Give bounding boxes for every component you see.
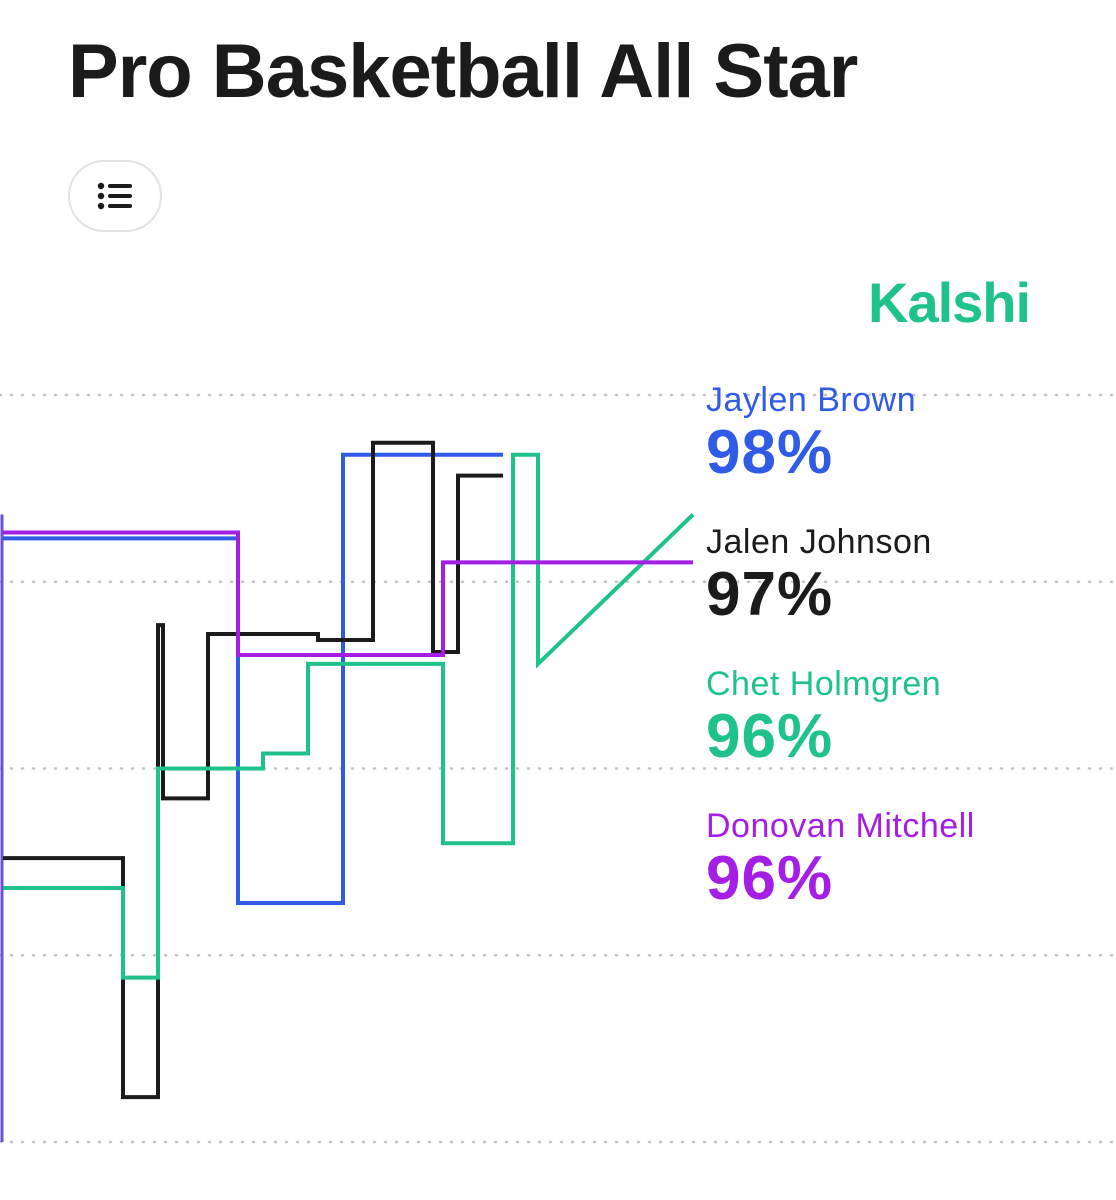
series-line-jalen-johnson (3, 440, 503, 1100)
legend-entry-jalen-johnson[interactable]: Jalen Johnson 97% (706, 522, 1106, 664)
chart-legend: Jaylen Brown 98% Jalen Johnson 97% Chet … (706, 380, 1106, 948)
legend-series-name: Jalen Johnson (706, 523, 932, 561)
legend-entry-jaylen-brown[interactable]: Jaylen Brown 98% (706, 380, 1106, 522)
legend-series-name: Donovan Mitchell (706, 807, 975, 845)
legend-series-name: Chet Holmgren (706, 665, 942, 703)
chart-series (3, 440, 695, 1100)
series-line-chet-holmgren (3, 452, 695, 980)
kalshi-logo: Kalshi (868, 271, 1031, 334)
legend-series-value: 98% (706, 418, 834, 487)
legend-entry-chet-holmgren[interactable]: Chet Holmgren 96% (706, 664, 1106, 806)
series-line-jaylen-brown (3, 452, 503, 905)
list-view-button[interactable] (68, 160, 162, 232)
legend-series-value: 97% (706, 560, 834, 629)
legend-series-value: 96% (706, 844, 834, 913)
page-title: Pro Basketball All Star (68, 29, 858, 114)
legend-series-value: 96% (706, 702, 834, 771)
series-line-donovan-mitchell (3, 530, 693, 657)
legend-series-name: Jaylen Brown (706, 381, 917, 419)
legend-entry-donovan-mitchell[interactable]: Donovan Mitchell 96% (706, 806, 1106, 948)
list-icon (97, 182, 132, 210)
